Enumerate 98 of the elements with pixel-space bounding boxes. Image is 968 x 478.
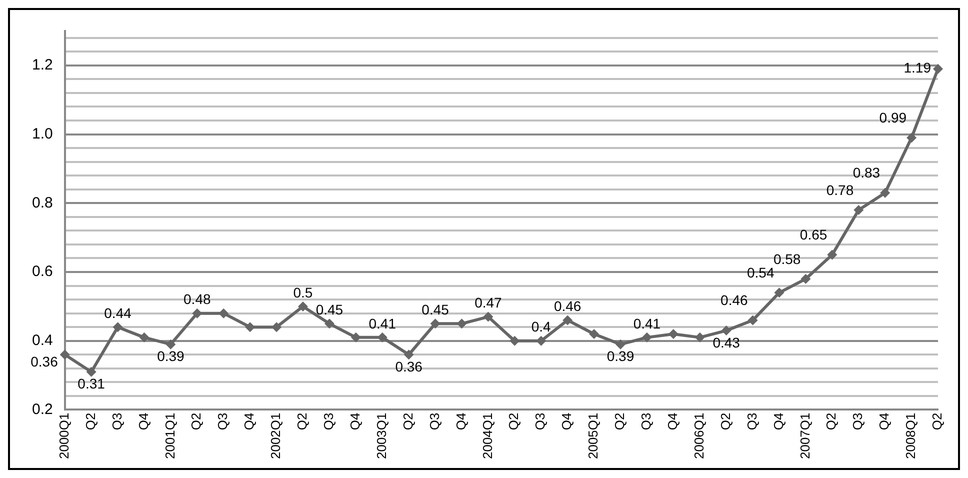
y-tick-label: 0.2 xyxy=(32,400,53,418)
x-tick-label: 2002Q1 xyxy=(268,412,284,460)
x-tick-label: Q2 xyxy=(294,412,310,430)
x-tick-label: 2000Q1 xyxy=(56,412,72,460)
point xyxy=(774,288,784,298)
data-label: 0.45 xyxy=(422,302,450,318)
data-label: 0.46 xyxy=(554,298,582,314)
point xyxy=(800,274,811,284)
x-tick-label: 2005Q1 xyxy=(586,412,601,460)
point xyxy=(324,318,334,329)
point xyxy=(510,336,520,346)
data-label: 0.65 xyxy=(800,226,828,243)
data-label: 0.36 xyxy=(30,354,58,370)
point xyxy=(350,332,361,342)
data-label: 0.5 xyxy=(293,284,313,300)
data-label: 0.54 xyxy=(746,264,774,281)
y-tick-label: 0.6 xyxy=(32,263,53,280)
y-tick-label: 1.2 xyxy=(32,56,53,74)
x-tick-label: Q3 xyxy=(321,412,336,430)
point xyxy=(430,318,440,329)
x-tick-label: Q4 xyxy=(664,412,680,430)
point xyxy=(721,326,732,336)
data-label: 0.39 xyxy=(606,348,634,364)
x-tick-label: Q4 xyxy=(876,412,892,430)
data-label: 0.58 xyxy=(773,250,801,267)
x-tick-label: Q3 xyxy=(744,412,760,430)
point xyxy=(668,328,678,339)
point xyxy=(827,250,838,260)
point xyxy=(906,132,917,143)
data-label: 0.83 xyxy=(852,164,880,181)
point xyxy=(536,336,546,346)
point xyxy=(694,332,705,342)
x-tick-label: Q2 xyxy=(82,412,98,430)
x-tick-label: 2001Q1 xyxy=(162,412,178,460)
x-tick-label: Q3 xyxy=(109,412,124,430)
x-tick-label: 2008Q1 xyxy=(903,412,918,460)
point xyxy=(854,205,864,216)
x-tick-label: Q4 xyxy=(136,412,151,430)
point xyxy=(272,322,282,332)
data-label: 0.39 xyxy=(157,348,185,364)
y-tick-label: 1.0 xyxy=(32,125,53,142)
point xyxy=(880,188,890,198)
x-tick-label: Q3 xyxy=(426,412,442,430)
point xyxy=(60,350,70,360)
point xyxy=(589,328,600,339)
point xyxy=(377,332,388,342)
y-tick-label: 0.4 xyxy=(32,332,53,350)
point xyxy=(456,318,467,329)
x-tick-label: Q2 xyxy=(718,412,733,430)
x-tick-label: Q2 xyxy=(506,412,522,430)
x-tick-label: 2007Q1 xyxy=(797,412,812,460)
x-tick-label: Q3 xyxy=(532,412,548,430)
point xyxy=(245,322,256,332)
data-label: 0.31 xyxy=(78,376,106,392)
point xyxy=(642,332,652,342)
data-label: 0.46 xyxy=(720,292,748,308)
x-tick-label: Q3 xyxy=(850,412,866,430)
data-label: 0.99 xyxy=(879,110,907,126)
x-tick-label: 2006Q1 xyxy=(691,412,706,460)
data-label: 0.36 xyxy=(395,358,423,375)
point xyxy=(483,312,494,322)
point xyxy=(218,308,229,318)
x-tick-label: 2003Q1 xyxy=(374,412,389,460)
x-tick-label: Q4 xyxy=(347,412,362,430)
data-label: 0.47 xyxy=(474,294,502,311)
data-label: 0.44 xyxy=(104,304,132,321)
data-label: 1.19 xyxy=(904,60,932,76)
point xyxy=(112,322,123,332)
point xyxy=(933,64,943,74)
x-tick-label: Q4 xyxy=(559,412,574,430)
data-label: 0.45 xyxy=(316,302,344,318)
point xyxy=(86,366,96,377)
x-tick-label: Q2 xyxy=(930,412,945,430)
point xyxy=(298,301,308,312)
point xyxy=(166,339,176,350)
data-label: 0.41 xyxy=(368,315,396,332)
data-label: 0.4 xyxy=(531,318,552,335)
point xyxy=(562,315,573,326)
x-tick-label: Q3 xyxy=(215,412,230,430)
x-tick-label: Q2 xyxy=(612,412,628,430)
x-tick-label: Q4 xyxy=(453,412,468,430)
point xyxy=(615,339,626,350)
x-tick-label: Q3 xyxy=(638,412,654,430)
x-tick-label: Q2 xyxy=(400,412,416,430)
x-tick-label: Q2 xyxy=(824,412,839,430)
point xyxy=(748,315,758,326)
x-tick-label: Q4 xyxy=(242,412,257,430)
point xyxy=(139,332,150,342)
x-tick-label: Q2 xyxy=(188,412,204,430)
data-label: 0.78 xyxy=(826,182,854,198)
data-label: 0.41 xyxy=(633,315,661,332)
data-label: 0.48 xyxy=(184,291,211,308)
y-tick-label: 0.8 xyxy=(32,194,53,212)
point xyxy=(192,308,202,318)
x-tick-label: 2004Q1 xyxy=(480,412,495,460)
data-label: 0.43 xyxy=(712,334,740,350)
x-tick-label: Q4 xyxy=(770,412,786,430)
point xyxy=(404,350,414,360)
